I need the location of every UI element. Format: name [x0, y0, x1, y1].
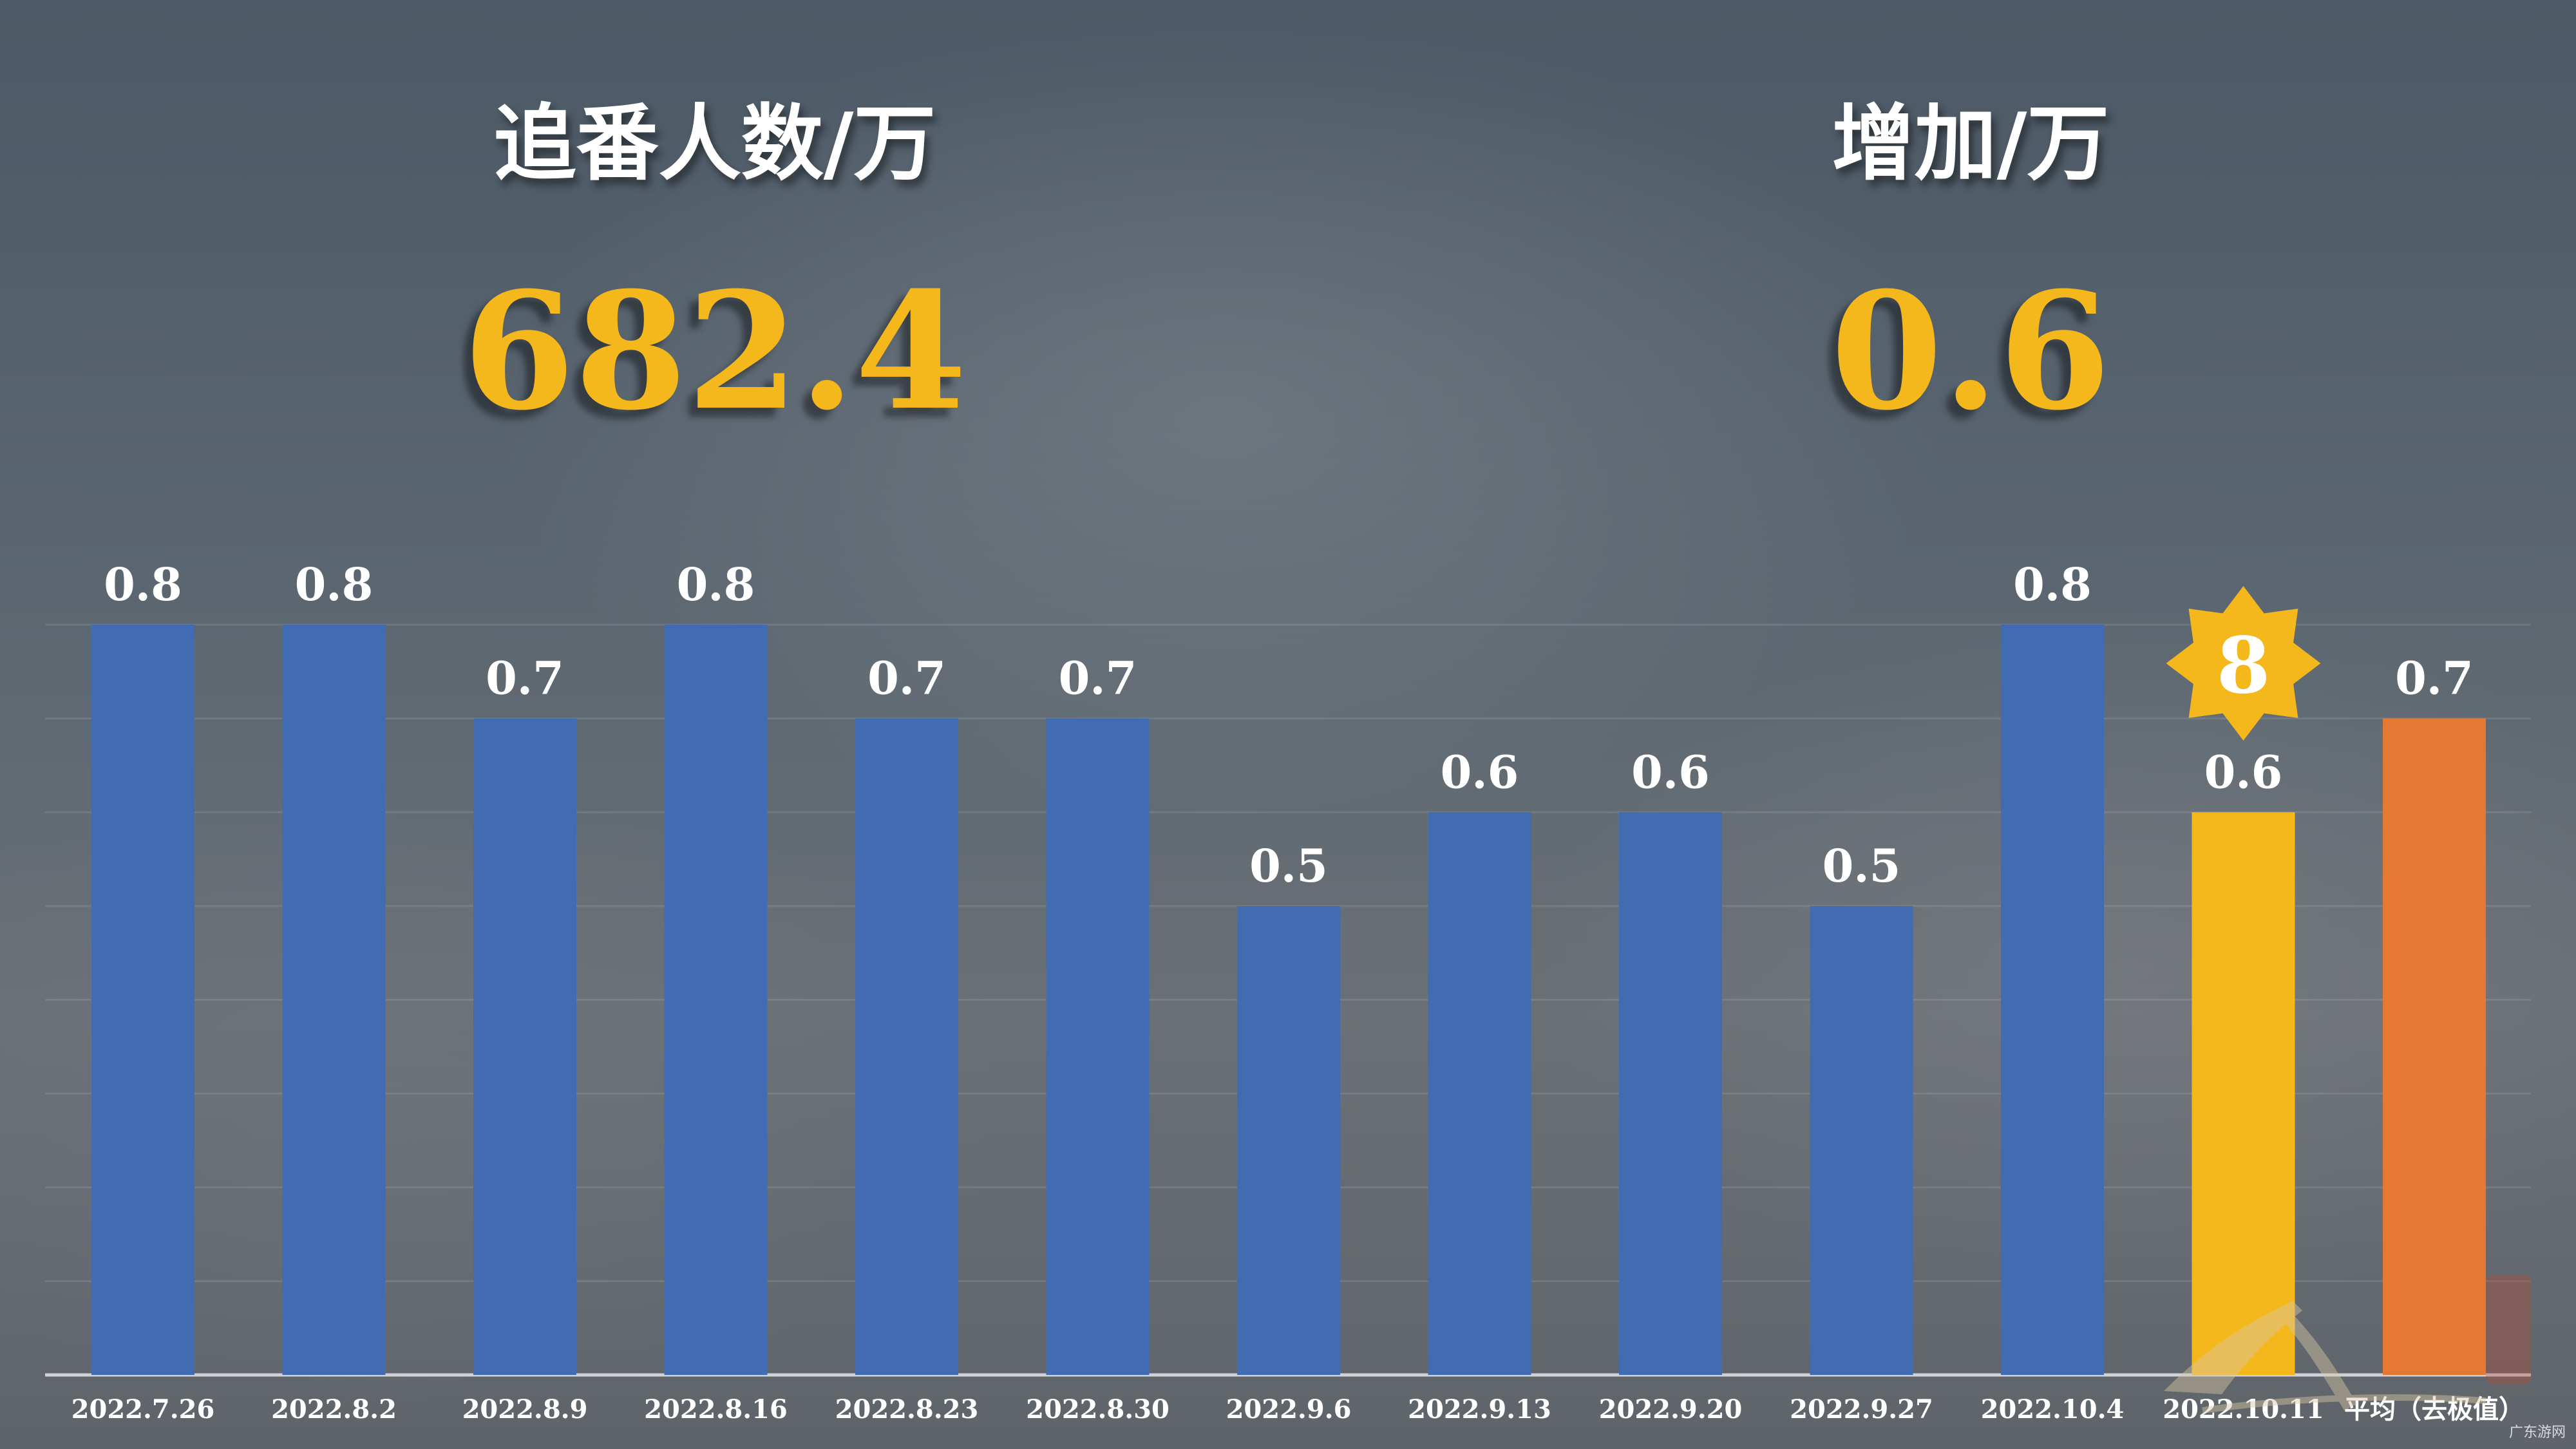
bar-6 [1237, 905, 1340, 1375]
bar-2 [473, 718, 576, 1375]
bar-9 [1810, 905, 1913, 1375]
bar-8 [1619, 812, 1722, 1375]
watermark-logo [2164, 1275, 2531, 1414]
x-tick-label-2: 2022.8.9 [462, 1394, 588, 1425]
bar-value-label-9: 0.5 [1823, 839, 1901, 893]
bar-7 [1428, 812, 1531, 1375]
x-tick-label-10: 2022.10.4 [1981, 1394, 2125, 1425]
bar-value-label-1: 0.8 [295, 558, 374, 611]
x-tick-label-0: 2022.7.26 [71, 1394, 215, 1425]
bar-12 [2383, 718, 2486, 1375]
bar-4 [855, 718, 958, 1375]
kpi-followers-label: 追番人数/万 [493, 96, 936, 192]
x-tick-label-9: 2022.9.27 [1790, 1394, 1933, 1425]
x-tick-label-8: 2022.9.20 [1599, 1394, 1743, 1425]
corner-watermark: 广东游网 [2508, 1425, 2566, 1441]
x-tick-label-1: 2022.8.2 [271, 1394, 397, 1425]
x-tick-label-3: 2022.8.16 [644, 1394, 788, 1425]
x-tick-label-5: 2022.8.30 [1026, 1394, 1170, 1425]
bar-value-label-0: 0.8 [104, 558, 182, 611]
x-tick-label-4: 2022.8.23 [835, 1394, 979, 1425]
bar-10 [2001, 625, 2104, 1375]
bar-value-label-10: 0.8 [2013, 558, 2092, 611]
bar-value-label-8: 0.6 [1631, 745, 1710, 799]
bar-value-label-12: 0.7 [2395, 652, 2474, 705]
bar-0 [91, 625, 194, 1375]
chart-bars [91, 625, 2486, 1375]
x-tick-label-6: 2022.9.6 [1226, 1394, 1352, 1425]
x-tick-label-11: 2022.10.11 [2163, 1394, 2324, 1425]
badge-text: 8 [2217, 621, 2271, 712]
bar-1 [282, 625, 386, 1375]
badge-star-icon [2166, 586, 2321, 741]
bar-5 [1046, 718, 1150, 1375]
bar-11 [2192, 812, 2295, 1375]
bar-value-label-3: 0.8 [677, 558, 755, 611]
bar-value-label-6: 0.5 [1249, 839, 1328, 893]
bar-value-label-11: 0.6 [2204, 745, 2283, 799]
rank-badge: 8 [2166, 586, 2321, 741]
kpi-followers-value: 682.4 [462, 256, 967, 446]
bar-value-label-2: 0.7 [486, 652, 564, 705]
bar-value-label-4: 0.7 [867, 652, 946, 705]
kpi-increase-value: 0.6 [1830, 256, 2111, 446]
chart-x-ticks: 2022.7.26 2022.8.2 2022.8.9 2022.8.16 2022.8… [71, 1394, 2524, 1425]
kpi-increase-label: 增加/万 [1832, 96, 2110, 192]
x-tick-label-7: 2022.9.13 [1408, 1394, 1551, 1425]
chart-value-labels: 0.8 0.8 0.7 0.8 0.7 0.7 0.5 0.6 0.6 0.5 0.8 0.6 0.7 [104, 558, 2474, 893]
bar-value-label-5: 0.7 [1059, 652, 1137, 705]
x-tick-label-12: 平均（去极值） [2344, 1394, 2524, 1425]
bar-value-label-7: 0.6 [1441, 745, 1519, 799]
bar-3 [664, 625, 768, 1375]
